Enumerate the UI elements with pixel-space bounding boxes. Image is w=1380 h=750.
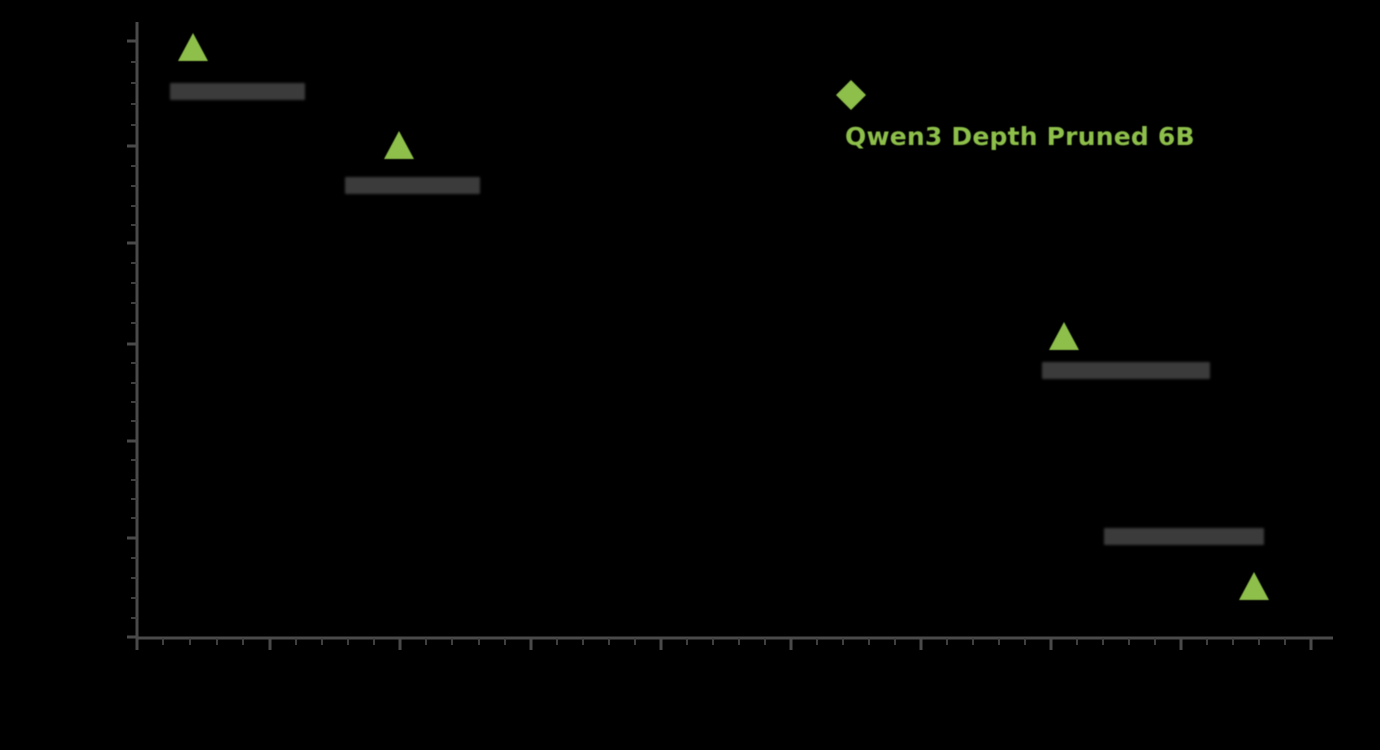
data-point-label — [1104, 528, 1264, 545]
axis-lines — [135, 22, 1333, 640]
data-point-marker-triangle[interactable] — [1046, 319, 1084, 353]
data-point-marker-triangle[interactable] — [175, 30, 213, 64]
y-axis-major-ticks — [127, 39, 137, 639]
data-point-label — [1042, 362, 1210, 379]
data-point-marker-triangle[interactable] — [1236, 569, 1274, 603]
data-point-label — [345, 177, 480, 194]
data-point-label-highlighted: Qwen3 Depth Pruned 6B — [845, 122, 1195, 151]
x-axis-minor-ticks — [162, 638, 1286, 645]
data-point-label — [170, 83, 305, 100]
data-point-marker-diamond[interactable] — [834, 78, 870, 114]
data-point-marker-triangle[interactable] — [381, 128, 419, 162]
y-axis-minor-ticks — [131, 61, 137, 619]
x-axis-major-ticks — [135, 638, 1313, 650]
